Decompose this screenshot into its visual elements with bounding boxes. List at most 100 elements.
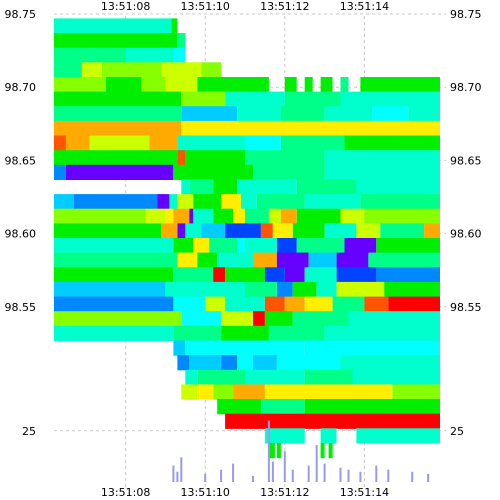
heatmap-cell (296, 238, 345, 254)
heatmap-cell (177, 135, 246, 151)
heatmap-cell (340, 77, 349, 93)
heatmap-cell (328, 443, 333, 459)
heatmap-cell (177, 252, 198, 268)
heatmap-cell (344, 238, 377, 254)
heatmap-cell (392, 384, 441, 400)
heatmap-cell (213, 267, 226, 283)
heatmap-cell (193, 208, 214, 224)
heatmap-cell (308, 252, 337, 268)
volume-bar (375, 465, 378, 482)
heatmap-cell (292, 281, 317, 298)
heatmap-cell (181, 91, 226, 107)
heatmap-cell (173, 208, 190, 224)
heatmap-cell (173, 164, 253, 180)
heatmap-cell (264, 428, 305, 444)
heatmap-cell (221, 194, 241, 210)
x-tick-label-top: 13:51:08 (101, 0, 150, 13)
heatmap-cell (189, 208, 194, 224)
heatmap-cell (245, 369, 305, 385)
heatmap-cell (171, 18, 178, 34)
heatmap-cell (73, 194, 158, 210)
heatmap-cell (161, 62, 202, 78)
x-tick-label-top: 13:51:14 (340, 0, 389, 13)
heatmap-cell (296, 208, 341, 224)
volume-bar (267, 420, 270, 482)
heatmap-cell (364, 208, 440, 224)
volume-bar (232, 463, 235, 482)
heatmap-cell (221, 311, 253, 327)
heatmap-cell (54, 208, 146, 224)
heatmap-cell (141, 77, 166, 93)
heatmap-cell (324, 325, 440, 341)
heatmap-cell (54, 194, 74, 210)
heatmap-cell (292, 311, 349, 327)
heatmap-cell (54, 223, 162, 239)
volume-bar (339, 467, 342, 482)
heatmap-cell (189, 179, 214, 195)
heatmap-cell (201, 62, 222, 78)
volume-bar (172, 465, 175, 482)
volume-bar (220, 469, 223, 482)
volume-bar (359, 471, 362, 483)
heatmap-cell (304, 399, 440, 415)
heatmap-cell (217, 399, 261, 415)
heatmap-cell (245, 208, 269, 224)
heatmap-cell (237, 106, 281, 122)
heatmap-cell (296, 179, 357, 195)
heatmap-cell (173, 325, 222, 341)
heatmap-cell (424, 223, 440, 239)
heatmap-cell (360, 77, 440, 93)
heatmap-cell (320, 443, 325, 459)
heatmap-cell (89, 135, 150, 151)
heatmap-cell (173, 238, 194, 254)
heatmap-cell (173, 296, 206, 312)
y-tick-label-right: 98.75 (450, 8, 482, 21)
heatmap-cell (304, 194, 361, 210)
heatmap-cell (177, 194, 194, 210)
heatmap-cell (197, 369, 246, 385)
y-tick-label-left: 98.75 (5, 8, 37, 21)
heatmap-cell (54, 311, 182, 327)
heatmap-cell (165, 281, 245, 298)
heatmap-cell (54, 77, 106, 93)
heatmap-cell (324, 164, 440, 180)
heatmap-cell (54, 238, 174, 254)
heatmap-cell (197, 77, 269, 93)
heatmap-cell (233, 384, 265, 400)
heatmap-cell (280, 208, 297, 224)
y-tick-label-left: 98.70 (5, 81, 37, 94)
heatmap-cell (260, 223, 273, 239)
heatmap-cell (372, 106, 409, 122)
heatmap-cell (340, 91, 440, 107)
volume-bar (387, 469, 390, 482)
volume-bar (204, 473, 207, 482)
axis-labels: 13:51:08 13:51:08 13:51:10 13:51:10 13:51:12… (5, 0, 482, 499)
heatmap-cell (324, 223, 357, 239)
heatmap-cell (237, 238, 246, 254)
heatmap-cells (54, 18, 441, 459)
heatmap-cell (54, 281, 166, 298)
heatmap-cell (253, 164, 325, 180)
y-tick-label-right: 98.65 (450, 154, 482, 167)
volume-bar (271, 461, 274, 482)
heatmap-cell (388, 296, 440, 312)
heatmap-cell (276, 238, 297, 254)
heatmap-cell (253, 252, 277, 268)
volume-bar (323, 463, 326, 482)
heatmap-cell (169, 194, 178, 210)
y-tick-label-right: 98.70 (450, 81, 482, 94)
y-tick-label-right: 98.60 (450, 228, 482, 241)
heatmap-cell (185, 340, 305, 356)
heatmap-cell (336, 267, 377, 283)
heatmap-cell (177, 223, 186, 239)
heatmap-cell (245, 150, 325, 166)
heatmap-cell (276, 252, 309, 268)
heatmap-cell (201, 223, 226, 239)
heatmap-cell (193, 238, 210, 254)
heatmap-cell (237, 355, 253, 371)
heatmap-cell (268, 325, 325, 341)
heatmap-cell (54, 135, 66, 151)
heatmap-cell (304, 267, 337, 283)
heatmap-cell (101, 62, 162, 78)
heatmap-cell (225, 296, 265, 312)
